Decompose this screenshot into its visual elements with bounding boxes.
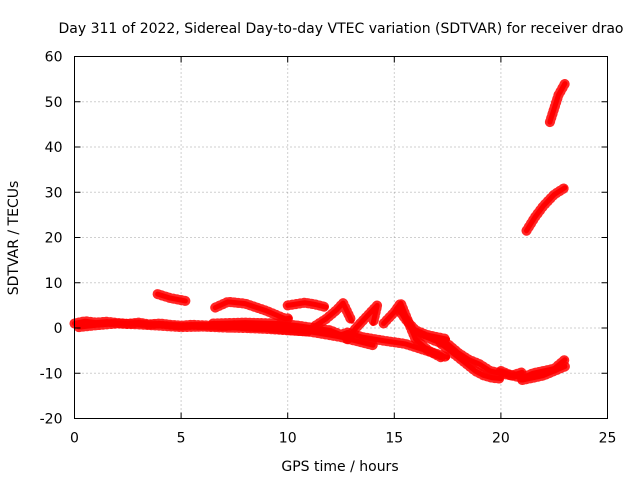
series-arc-5-marks (282, 297, 332, 313)
series-arc-6-marks (208, 317, 453, 363)
series-arc-16-marks (544, 78, 570, 128)
y-tick-label: -10 (40, 366, 63, 382)
data-series (69, 78, 570, 385)
grid (74, 56, 608, 419)
series-arc-15-marks (521, 182, 570, 236)
y-tick-label: 10 (45, 276, 63, 292)
series-arc-7-marks (310, 298, 357, 331)
series-arc-3-marks (152, 289, 191, 306)
plot-frame (74, 56, 608, 419)
series-arc-4-marks (210, 296, 295, 324)
y-tick-label: 30 (45, 185, 63, 201)
x-tick-label: 15 (385, 431, 403, 447)
x-tick-label: 5 (177, 431, 186, 447)
x-tick-label: 20 (492, 431, 510, 447)
y-tick-label: 0 (54, 321, 63, 337)
series-arc-14-marks (517, 361, 570, 385)
y-tick-label: 20 (45, 231, 63, 247)
x-axis-label: GPS time / hours (281, 459, 398, 475)
y-tick-label: 60 (45, 50, 63, 66)
axis-ticks: 0 5 10 15 20 25 -20 -10 0 10 20 30 40 50 60 (40, 50, 617, 447)
y-tick-label: 50 (45, 95, 63, 111)
series-arc-12-marks (436, 338, 506, 384)
y-axis-label: SDTVAR / TECUs (6, 181, 22, 296)
y-tick-label: 40 (45, 140, 63, 156)
series-arc-8-marks (342, 300, 383, 345)
chart-title: Day 311 of 2022, Sidereal Day-to-day VTE… (58, 21, 623, 37)
x-tick-label: 0 (70, 431, 79, 447)
series-arc-2-marks (73, 318, 314, 337)
x-tick-label: 25 (599, 431, 617, 447)
y-tick-label: -20 (40, 412, 63, 428)
x-tick-label: 10 (279, 431, 297, 447)
